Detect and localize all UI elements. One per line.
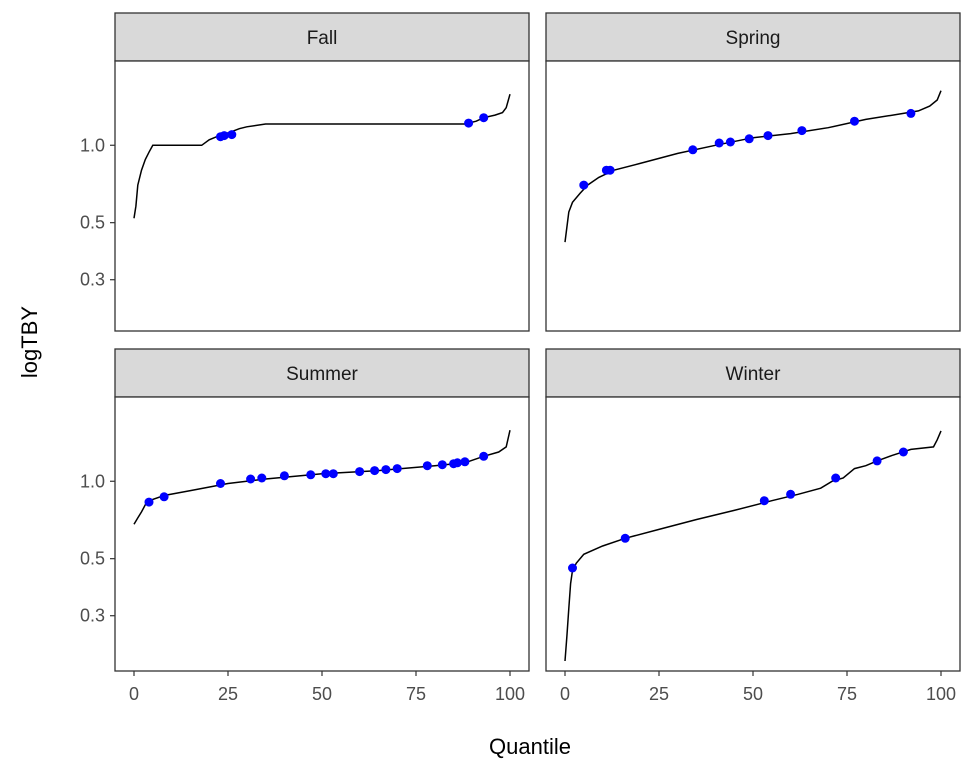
data-point [797,126,807,136]
data-point [219,131,229,141]
x-tick-label: 75 [837,684,857,704]
y-tick-label: 0.3 [80,606,105,626]
data-point [850,116,859,126]
data-point [744,134,754,144]
data-point [321,469,331,479]
data-point [605,165,615,175]
data-point [422,461,432,471]
y-tick-label: 0.5 [80,549,105,569]
strip-label-summer: Summer [286,364,358,385]
strip-background [114,348,530,398]
data-point [159,492,169,502]
data-point [579,180,589,190]
data-point [328,469,338,479]
data-point [355,467,365,477]
data-point [306,470,316,480]
data-point [216,479,225,488]
x-tick-label: 100 [495,684,525,704]
data-point [479,113,489,123]
data-point [714,138,724,148]
data-point [898,447,908,457]
x-tick-label: 0 [129,684,139,704]
y-tick-label: 1.0 [80,471,105,491]
data-point [786,489,796,499]
data-point [437,460,447,470]
strip-label-winter: Winter [726,364,782,385]
x-tick-label: 75 [406,684,426,704]
panel-summer: Summer 0.3 0.5 1.0 0 25 50 75 100 [80,348,530,704]
panel-frame [114,396,530,672]
panel-frame [545,60,961,332]
panel-frame [545,396,961,672]
data-point [763,131,773,141]
data-point [381,465,391,475]
panel-frame [114,60,530,332]
data-point [725,137,735,147]
data-point [460,457,470,467]
data-point [452,458,462,468]
x-tick-label: 50 [743,684,763,704]
data-point [831,473,841,483]
y-tick-label: 0.5 [80,213,105,233]
data-point [144,497,154,507]
x-tick-label: 25 [218,684,238,704]
strip-background [545,348,961,398]
data-point [464,118,474,128]
data-point [759,496,769,506]
strip-background [114,12,530,62]
y-tick-label: 1.0 [80,135,105,155]
data-point [392,464,402,474]
data-point [568,563,577,573]
x-tick-label: 25 [649,684,669,704]
x-axis-title: Quantile [489,734,571,759]
data-point [620,533,630,543]
y-tick-label: 0.3 [80,270,105,290]
x-tick-label: 0 [560,684,570,704]
data-point [257,473,267,483]
strip-label-fall: Fall [307,28,338,49]
data-point [479,451,489,461]
x-tick-label: 50 [312,684,332,704]
data-point [279,471,289,481]
data-point [688,145,698,155]
panel-fall: Fall 0.3 0.5 1.0 [80,12,530,332]
strip-label-spring: Spring [726,28,781,49]
y-axis-title: logTBY [17,306,42,378]
x-tick-label: 100 [926,684,956,704]
strip-background [545,12,961,62]
panel-winter: Winter 0 25 50 75 100 [545,348,961,704]
data-point [246,474,256,484]
data-point [906,108,916,118]
data-point [872,456,882,466]
panel-spring: Spring [545,12,961,332]
data-point [227,130,237,140]
data-point [370,466,380,476]
